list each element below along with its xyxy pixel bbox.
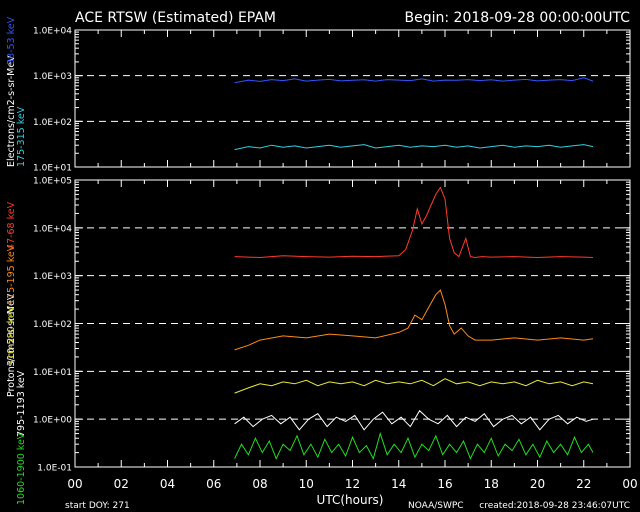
axis-ticks: 1.0E+01 1.0E+02 1.0E+03 1.0E+04 1.0E-01 1.0E+… bbox=[33, 27, 638, 492]
source-label: NOAA/SWPC bbox=[408, 501, 464, 511]
proton-series-label-47-68: 47-68 keV bbox=[6, 201, 17, 250]
x-tick-label: 14 bbox=[391, 477, 406, 491]
proton-series-115-195-kev bbox=[234, 289, 594, 351]
proton-ylabel: Protons/cm2-s-sr-MeV bbox=[6, 293, 17, 397]
proton-series-label-115-195: 115-195 keV bbox=[6, 244, 17, 305]
proton-series-1060-1900-kev bbox=[234, 431, 594, 460]
x-tick-label: 16 bbox=[437, 477, 452, 491]
chart-title: ACE RTSW (Estimated) EPAM bbox=[75, 10, 276, 26]
x-tick-label: 12 bbox=[345, 477, 360, 491]
x-tick-label: 00 bbox=[67, 477, 82, 491]
proton-series-label-310-580: 310-580 keV bbox=[6, 305, 17, 366]
electron-y-tick-label: 1.0E+04 bbox=[33, 27, 72, 37]
x-tick-label: 18 bbox=[484, 477, 499, 491]
x-tick-label: 04 bbox=[160, 477, 175, 491]
proton-y-tick-label: 1.0E-01 bbox=[37, 464, 72, 474]
electron-y-tick-label: 1.0E+02 bbox=[33, 118, 72, 128]
proton-y-tick-label: 1.0E+00 bbox=[33, 416, 72, 426]
proton-y-tick-label: 1.0E+04 bbox=[33, 224, 72, 234]
proton-y-tick-label: 1.0E+01 bbox=[33, 368, 72, 378]
x-tick-label: 22 bbox=[576, 477, 591, 491]
x-tick-label: 00 bbox=[622, 477, 637, 491]
x-axis-label: UTC(hours) bbox=[317, 493, 384, 507]
proton-series-47-68-kev bbox=[234, 186, 594, 259]
proton-y-tick-label: 1.0E+02 bbox=[33, 320, 72, 330]
proton-series-795-1193-kev bbox=[234, 409, 594, 431]
grid-lines bbox=[75, 75, 630, 420]
electron-series-175-315-kev bbox=[234, 144, 594, 151]
proton-y-tick-label: 1.0E+05 bbox=[33, 177, 72, 187]
x-tick-label: 10 bbox=[299, 477, 314, 491]
x-tick-label: 20 bbox=[530, 477, 545, 491]
start-doy: start DOY: 271 bbox=[65, 501, 130, 511]
x-tick-label: 02 bbox=[114, 477, 129, 491]
proton-y-tick-label: 1.0E+03 bbox=[33, 272, 72, 282]
electron-series-label-175-315: 175-315 keV bbox=[16, 106, 27, 167]
proton-series-310-580-kev bbox=[234, 378, 594, 394]
electron-series-38-53-kev bbox=[234, 77, 594, 84]
x-tick-label: 08 bbox=[252, 477, 267, 491]
series-lines bbox=[234, 77, 594, 460]
electron-y-tick-label: 1.0E+01 bbox=[33, 164, 72, 174]
electron-y-tick-label: 1.0E+03 bbox=[33, 72, 72, 82]
proton-series-label-1060-1900: 1060-1900 keV bbox=[16, 432, 27, 505]
electron-series-label-38-53: 38-53 keV bbox=[6, 16, 17, 65]
proton-series-label-795-1193: 795-1193 keV bbox=[16, 370, 27, 437]
created-time: created:2018-09-28 23:46:07UTC bbox=[479, 501, 630, 511]
begin-time: Begin: 2018-09-28 00:00:00UTC bbox=[405, 10, 631, 26]
x-tick-label: 06 bbox=[206, 477, 221, 491]
electron-ylabel: Electrons/cm2-s-sr-MeV bbox=[6, 55, 17, 167]
